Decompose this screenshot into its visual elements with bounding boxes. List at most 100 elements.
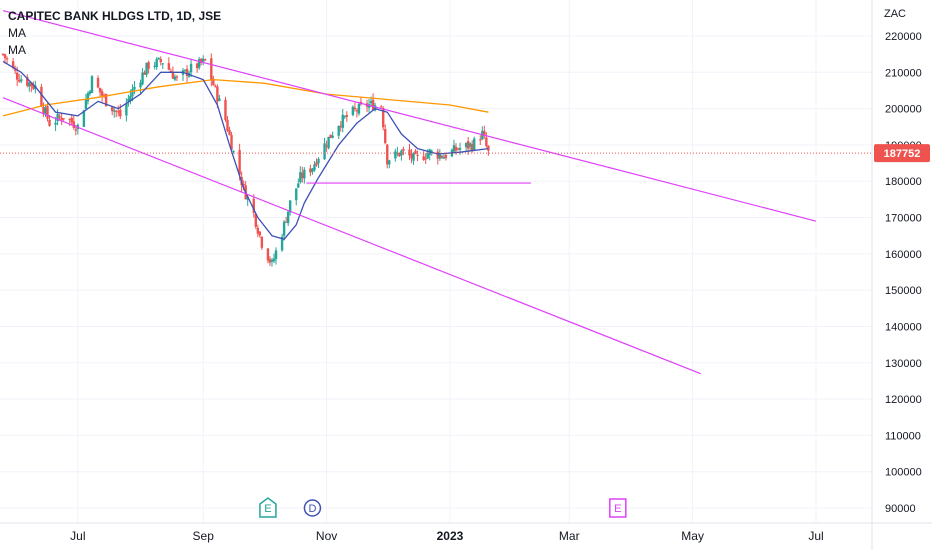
candle — [127, 94, 130, 107]
candle — [311, 167, 314, 175]
candle — [161, 62, 164, 70]
candle — [286, 211, 290, 227]
candle-body — [274, 250, 278, 259]
candle — [40, 83, 43, 108]
candle — [315, 158, 318, 167]
candle-body — [357, 103, 361, 114]
candle — [76, 123, 80, 135]
candle — [258, 231, 262, 238]
event-letter: D — [308, 503, 316, 515]
candle — [228, 126, 231, 136]
candle-body — [466, 141, 470, 149]
candle — [96, 75, 100, 89]
candle-body — [195, 63, 199, 69]
candle — [466, 137, 470, 155]
candle-body — [104, 94, 108, 107]
candle — [46, 103, 49, 122]
candle-body — [373, 105, 377, 111]
candle-body — [117, 111, 120, 113]
y-tick-label: 220000 — [885, 31, 922, 43]
candle — [202, 55, 205, 66]
candle — [197, 56, 201, 70]
candle-body — [86, 93, 90, 102]
chart-legend: CAPITEC BANK HLDGS LTD, 1D, JSE MA MA — [8, 8, 221, 59]
candle-body — [246, 197, 249, 200]
candle-body — [226, 119, 229, 131]
earnings-upcoming-event-marker[interactable]: E — [609, 498, 627, 518]
candle — [301, 166, 304, 183]
currency-label: ZAC — [884, 8, 906, 20]
candle — [157, 57, 160, 60]
candle-body — [185, 68, 189, 77]
candle-body — [345, 114, 349, 117]
candle — [303, 167, 306, 184]
candle-body — [218, 98, 221, 101]
candle-body — [54, 122, 57, 125]
candle — [131, 84, 134, 102]
candle-body — [113, 110, 116, 112]
candle-body — [127, 98, 130, 102]
candle — [1, 53, 5, 56]
candle-body — [159, 58, 162, 63]
candle-body — [351, 106, 355, 116]
candle-body — [175, 76, 179, 78]
candle — [212, 75, 215, 86]
ma-indicator-label-1[interactable]: MA — [8, 26, 26, 40]
dividend-event-marker[interactable]: D — [303, 499, 322, 517]
candle — [195, 62, 199, 73]
candle-body — [452, 145, 456, 152]
candle — [54, 117, 57, 132]
lower-channel-trendline[interactable] — [2, 97, 701, 375]
candle-body — [258, 231, 262, 236]
candle-body — [17, 79, 21, 82]
candle-body — [272, 258, 276, 262]
candle — [412, 152, 415, 165]
candle — [189, 58, 193, 77]
ma-fast-line — [2, 60, 489, 240]
x-tick-label: 2023 — [437, 529, 464, 543]
x-tick-label: May — [681, 529, 704, 543]
earnings-event-marker[interactable]: E — [259, 497, 277, 518]
candle-body — [183, 69, 187, 71]
candle — [111, 106, 114, 116]
candle-body — [444, 155, 448, 158]
candle-body — [204, 59, 207, 61]
upper-channel-trendline[interactable] — [2, 10, 817, 222]
candle-body — [424, 158, 427, 160]
time-axis[interactable]: Jul Sep Nov 2023 Mar May Jul — [0, 522, 932, 543]
ma-indicator-label-2[interactable]: MA — [8, 43, 26, 57]
price-axis[interactable]: 2200002100002000001900001800001700001600… — [871, 0, 922, 550]
candle-body — [133, 86, 136, 90]
candle — [464, 142, 468, 152]
candle — [483, 125, 486, 139]
candle — [70, 114, 73, 126]
candle-body — [224, 99, 227, 120]
trendlines[interactable] — [2, 10, 817, 375]
candle — [428, 148, 431, 161]
candle — [147, 60, 150, 74]
candle — [341, 109, 344, 133]
last-price-badge — [874, 144, 930, 163]
candle — [355, 108, 359, 118]
candle — [28, 81, 31, 92]
candle — [183, 69, 187, 73]
candle-body — [131, 89, 134, 97]
candle — [256, 224, 260, 238]
candle-body — [331, 135, 334, 138]
symbol-title[interactable]: CAPITEC BANK HLDGS LTD, 1D, JSE — [8, 9, 222, 23]
candle-body — [386, 144, 389, 165]
candle-body — [48, 119, 51, 126]
candle-body — [402, 148, 405, 151]
candle-body — [102, 95, 106, 97]
candle — [155, 56, 158, 70]
candle-body — [464, 143, 468, 148]
candle-body — [295, 188, 298, 201]
candle-body — [15, 72, 19, 80]
candle-body — [286, 211, 290, 224]
candle — [444, 152, 448, 161]
candle — [100, 89, 104, 102]
candle — [339, 121, 342, 132]
candle — [266, 247, 270, 264]
